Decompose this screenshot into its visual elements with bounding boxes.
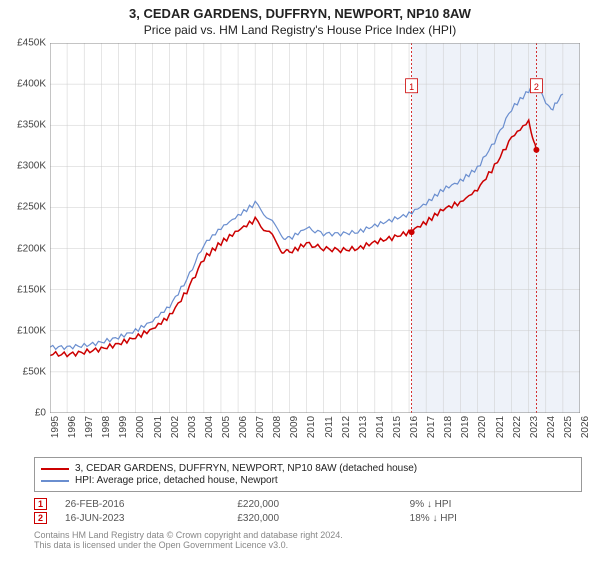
marker-row: 1 26-FEB-2016£220,0009% ↓ HPI [34, 498, 582, 510]
x-tick-label: 2008 [272, 416, 283, 438]
legend-item: 3, CEDAR GARDENS, DUFFRYN, NEWPORT, NP10… [41, 463, 575, 474]
x-tick-label: 2024 [546, 416, 557, 438]
x-tick-label: 2006 [238, 416, 249, 438]
footnote-line-2: This data is licensed under the Open Gov… [34, 540, 582, 550]
x-tick-label: 2020 [477, 416, 488, 438]
legend-swatch [41, 480, 69, 482]
x-tick-label: 2004 [204, 416, 215, 438]
y-axis: £0£50K£100K£150K£200K£250K£300K£350K£400… [0, 43, 48, 413]
x-tick-label: 2016 [409, 416, 420, 438]
x-tick-label: 1997 [84, 416, 95, 438]
legend-label: HPI: Average price, detached house, Newp… [75, 475, 278, 486]
legend-label: 3, CEDAR GARDENS, DUFFRYN, NEWPORT, NP10… [75, 463, 417, 474]
x-tick-label: 2025 [563, 416, 574, 438]
plot-svg: 12 [50, 43, 580, 413]
footnote-line-1: Contains HM Land Registry data © Crown c… [34, 530, 582, 540]
y-tick-label: £300K [17, 161, 46, 172]
marker-price: £320,000 [237, 513, 409, 524]
x-tick-label: 2012 [341, 416, 352, 438]
y-tick-label: £250K [17, 202, 46, 213]
x-tick-label: 1999 [118, 416, 129, 438]
marker-diff: 9% ↓ HPI [410, 499, 582, 510]
x-tick-label: 1996 [67, 416, 78, 438]
marker-table: 1 26-FEB-2016£220,0009% ↓ HPI 2 16-JUN-2023… [34, 498, 582, 524]
marker-date: 16-JUN-2023 [65, 513, 237, 524]
x-tick-label: 2009 [289, 416, 300, 438]
y-tick-label: £150K [17, 284, 46, 295]
x-tick-label: 2011 [324, 416, 335, 438]
x-tick-label: 2013 [358, 416, 369, 438]
marker-price: £220,000 [237, 499, 409, 510]
x-tick-label: 2021 [495, 416, 506, 438]
marker-date: 26-FEB-2016 [65, 499, 237, 510]
y-tick-label: £200K [17, 243, 46, 254]
y-tick-label: £0 [35, 408, 46, 419]
chart-title: 3, CEDAR GARDENS, DUFFRYN, NEWPORT, NP10… [0, 6, 600, 21]
legend-box: 3, CEDAR GARDENS, DUFFRYN, NEWPORT, NP10… [34, 457, 582, 492]
x-tick-label: 2023 [529, 416, 540, 438]
x-tick-label: 2000 [135, 416, 146, 438]
x-tick-label: 2014 [375, 416, 386, 438]
x-tick-label: 2001 [153, 416, 164, 438]
x-tick-label: 1995 [50, 416, 61, 438]
x-tick-label: 2010 [306, 416, 317, 438]
x-tick-label: 2007 [255, 416, 266, 438]
x-tick-label: 2002 [170, 416, 181, 438]
legend-item: HPI: Average price, detached house, Newp… [41, 475, 575, 486]
x-tick-label: 2003 [187, 416, 198, 438]
x-tick-label: 2022 [512, 416, 523, 438]
x-axis: 1995 1996 1997 1998 1999 2000 2001 2002 2003 2004… [50, 413, 580, 451]
x-tick-label: 2017 [426, 416, 437, 438]
marker-row: 2 16-JUN-2023£320,00018% ↓ HPI [34, 512, 582, 524]
svg-text:2: 2 [534, 82, 539, 92]
marker-badge: 2 [34, 512, 47, 524]
y-tick-label: £100K [17, 325, 46, 336]
y-tick-label: £350K [17, 120, 46, 131]
marker-diff: 18% ↓ HPI [410, 513, 582, 524]
y-tick-label: £50K [23, 366, 46, 377]
svg-text:1: 1 [409, 82, 414, 92]
x-tick-label: 2026 [580, 416, 591, 438]
footnote: Contains HM Land Registry data © Crown c… [34, 530, 582, 550]
y-tick-label: £450K [17, 38, 46, 49]
x-tick-label: 1998 [101, 416, 112, 438]
marker-badge: 1 [34, 498, 47, 510]
x-tick-label: 2015 [392, 416, 403, 438]
x-tick-label: 2018 [443, 416, 454, 438]
legend-swatch [41, 468, 69, 470]
x-tick-label: 2019 [460, 416, 471, 438]
chart-subtitle: Price paid vs. HM Land Registry's House … [0, 23, 600, 37]
chart-area: £0£50K£100K£150K£200K£250K£300K£350K£400… [50, 43, 580, 413]
y-tick-label: £400K [17, 79, 46, 90]
x-tick-label: 2005 [221, 416, 232, 438]
